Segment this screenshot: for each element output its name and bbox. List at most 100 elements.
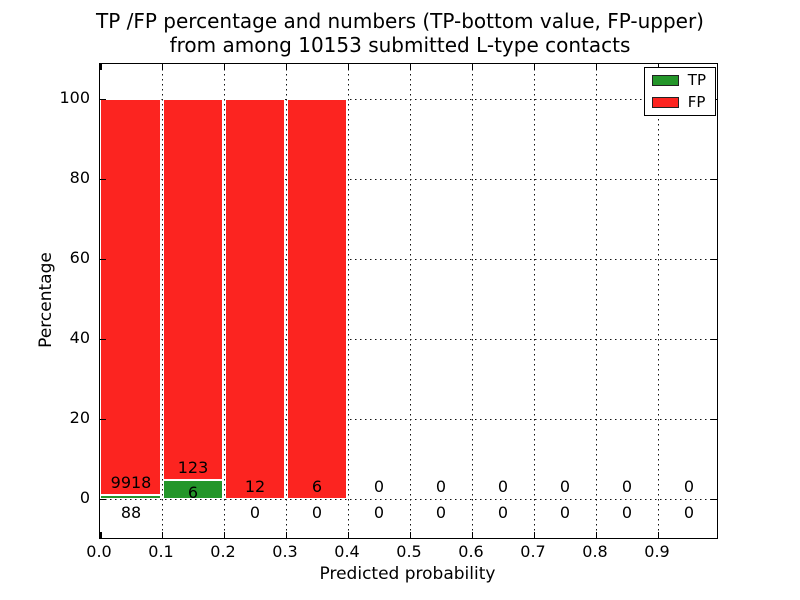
x-tick-label: 0.9 xyxy=(644,542,670,561)
x-tick-label: 0.0 xyxy=(86,542,112,561)
x-tick xyxy=(100,64,102,70)
x-tick xyxy=(471,532,473,538)
y-tick xyxy=(711,178,717,180)
grid-line-v xyxy=(657,64,659,538)
bar-tp xyxy=(100,495,161,499)
grid-line-h xyxy=(100,98,717,100)
y-tick xyxy=(711,338,717,340)
x-tick xyxy=(471,64,473,70)
tp-count-label: 0 xyxy=(621,503,633,522)
legend-item-tp: TP xyxy=(651,71,706,89)
plot-area: TP FP 9918 88 123 6 12 0 6 0 0 0 0 0 0 0 0 0 0 0 0 0 xyxy=(99,63,718,539)
fp-count-label: 12 xyxy=(244,477,266,496)
tp-count-label: 0 xyxy=(497,503,509,522)
legend-item-fp: FP xyxy=(651,93,706,111)
chart-title-line1: TP /FP percentage and numbers (TP-bottom… xyxy=(96,9,704,33)
grid-line-h xyxy=(100,338,717,340)
y-tick-label: 80 xyxy=(69,168,90,187)
x-tick-label: 0.3 xyxy=(272,542,298,561)
x-tick xyxy=(100,532,102,538)
fp-count-label: 0 xyxy=(497,477,509,496)
fp-count-label: 0 xyxy=(373,477,385,496)
grid-line-v xyxy=(223,64,225,538)
bar-fp xyxy=(287,99,347,499)
x-tick xyxy=(347,64,349,70)
x-tick xyxy=(533,532,535,538)
x-tick-label: 0.8 xyxy=(582,542,608,561)
chart-title-line2: from among 10153 submitted L-type contac… xyxy=(169,33,631,57)
grid-line-h xyxy=(100,178,717,180)
y-tick xyxy=(100,178,106,180)
grid-line-h xyxy=(100,258,717,260)
grid-line-h xyxy=(100,498,717,500)
bar-fp xyxy=(163,99,223,481)
y-tick-label: 60 xyxy=(69,248,90,267)
x-tick xyxy=(347,532,349,538)
legend-label-fp: FP xyxy=(687,93,706,111)
y-tick-label: 20 xyxy=(69,408,90,427)
fp-count-label: 0 xyxy=(435,477,447,496)
y-tick xyxy=(100,498,106,500)
y-tick xyxy=(100,98,106,100)
y-tick xyxy=(100,418,106,420)
fp-swatch-icon xyxy=(651,97,679,108)
x-tick xyxy=(161,64,163,70)
x-tick-label: 0.4 xyxy=(334,542,360,561)
grid-line-v xyxy=(285,64,287,538)
x-tick xyxy=(533,64,535,70)
x-tick xyxy=(285,64,287,70)
x-tick xyxy=(161,532,163,538)
tp-count-label: 6 xyxy=(187,483,199,503)
tp-count-label: 0 xyxy=(435,503,447,522)
tp-count-label: 0 xyxy=(559,503,571,522)
grid-line-v xyxy=(161,64,163,538)
x-tick-label: 0.6 xyxy=(458,542,484,561)
y-tick xyxy=(711,498,717,500)
fp-count-label: 6 xyxy=(311,477,323,496)
fp-count-label: 123 xyxy=(177,458,209,478)
y-tick-label: 0 xyxy=(79,488,90,507)
tp-count-label: 0 xyxy=(311,503,323,522)
grid-line-v xyxy=(347,64,349,538)
x-tick-label: 0.2 xyxy=(210,542,236,561)
y-tick-label: 100 xyxy=(59,88,90,107)
tp-count-label: 0 xyxy=(249,503,261,522)
chart-title: TP /FP percentage and numbers (TP-bottom… xyxy=(0,9,800,57)
x-tick xyxy=(657,532,659,538)
grid-line-v xyxy=(471,64,473,538)
y-tick-label: 40 xyxy=(69,328,90,347)
x-axis-label: Predicted probability xyxy=(319,564,496,584)
tp-swatch-icon xyxy=(651,75,679,86)
x-tick xyxy=(595,532,597,538)
x-tick xyxy=(285,532,287,538)
fp-count-label: 0 xyxy=(559,477,571,496)
bar-fp xyxy=(100,99,161,496)
y-tick xyxy=(711,418,717,420)
grid-line-v xyxy=(533,64,535,538)
fp-count-label: 0 xyxy=(683,477,695,496)
y-tick xyxy=(711,258,717,260)
x-tick xyxy=(409,64,411,70)
fp-count-label: 9918 xyxy=(110,473,152,493)
x-tick xyxy=(595,64,597,70)
tp-count-label: 0 xyxy=(683,503,695,522)
legend: TP FP xyxy=(643,67,716,116)
x-tick xyxy=(409,532,411,538)
fp-count-label: 0 xyxy=(621,477,633,496)
grid-line-v xyxy=(595,64,597,538)
bar-tp xyxy=(163,480,223,499)
grid-line-h xyxy=(100,418,717,420)
x-tick-label: 0.1 xyxy=(148,542,174,561)
x-tick-label: 0.7 xyxy=(520,542,546,561)
x-tick xyxy=(223,64,225,70)
x-tick xyxy=(223,532,225,538)
bar-fp xyxy=(225,99,285,499)
y-tick xyxy=(100,258,106,260)
tp-count-label: 88 xyxy=(120,503,142,522)
legend-label-tp: TP xyxy=(687,71,706,89)
x-tick-label: 0.5 xyxy=(396,542,422,561)
y-tick xyxy=(100,338,106,340)
tp-count-label: 0 xyxy=(373,503,385,522)
grid-line-v xyxy=(409,64,411,538)
